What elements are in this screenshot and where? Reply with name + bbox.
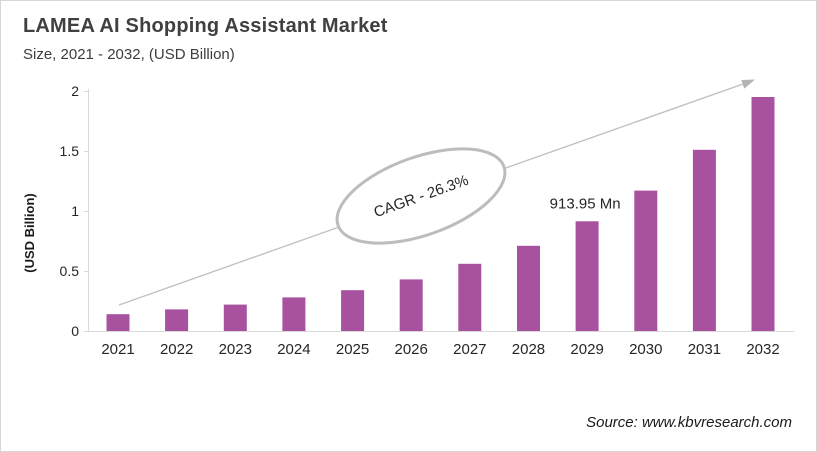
bar-2032 (751, 97, 775, 331)
bar-2025 (341, 290, 365, 331)
x-axis-label: 2032 (746, 341, 779, 358)
bar-2029 (575, 221, 599, 331)
bar-2028 (517, 245, 540, 331)
y-axis-title: (USD Billion) (22, 193, 37, 272)
value-annotation: 913.95 Mn (550, 195, 621, 212)
y-tick-label: 0 (71, 323, 79, 339)
x-axis-label: 2028 (512, 341, 545, 358)
bar-2027 (458, 263, 482, 331)
x-axis-label: 2022 (160, 341, 193, 358)
x-axis-label: 2031 (688, 341, 721, 358)
chart-subtitle: Size, 2021 - 2032, (USD Billion) (23, 46, 235, 63)
y-tick-label: 1.5 (60, 143, 80, 159)
y-tick-label: 1 (71, 203, 79, 219)
source-credit: Source: www.kbvresearch.com (586, 414, 792, 431)
x-axis-label: 2027 (453, 341, 486, 358)
y-tick-label: 2 (71, 83, 79, 99)
bar-2023 (223, 304, 247, 331)
x-axis-label: 2023 (219, 341, 252, 358)
cagr-ellipse (335, 147, 507, 245)
x-axis-label: 2026 (395, 341, 428, 358)
y-tick-label: 0.5 (60, 263, 80, 279)
x-axis-label: 2030 (629, 341, 662, 358)
bar-2031 (692, 149, 716, 331)
trend-arrow-head-icon (741, 79, 755, 89)
x-axis-label: 2029 (570, 341, 603, 358)
x-axis-label: 2025 (336, 341, 369, 358)
x-axis-label: 2021 (101, 341, 134, 358)
bar-2024 (282, 297, 306, 331)
chart-title: LAMEA AI Shopping Assistant Market (23, 15, 388, 37)
bar-2030 (634, 190, 658, 331)
bar-2026 (399, 279, 423, 331)
x-axis-label: 2024 (277, 341, 310, 358)
bar-2022 (165, 309, 189, 331)
bar-2021 (106, 314, 130, 331)
